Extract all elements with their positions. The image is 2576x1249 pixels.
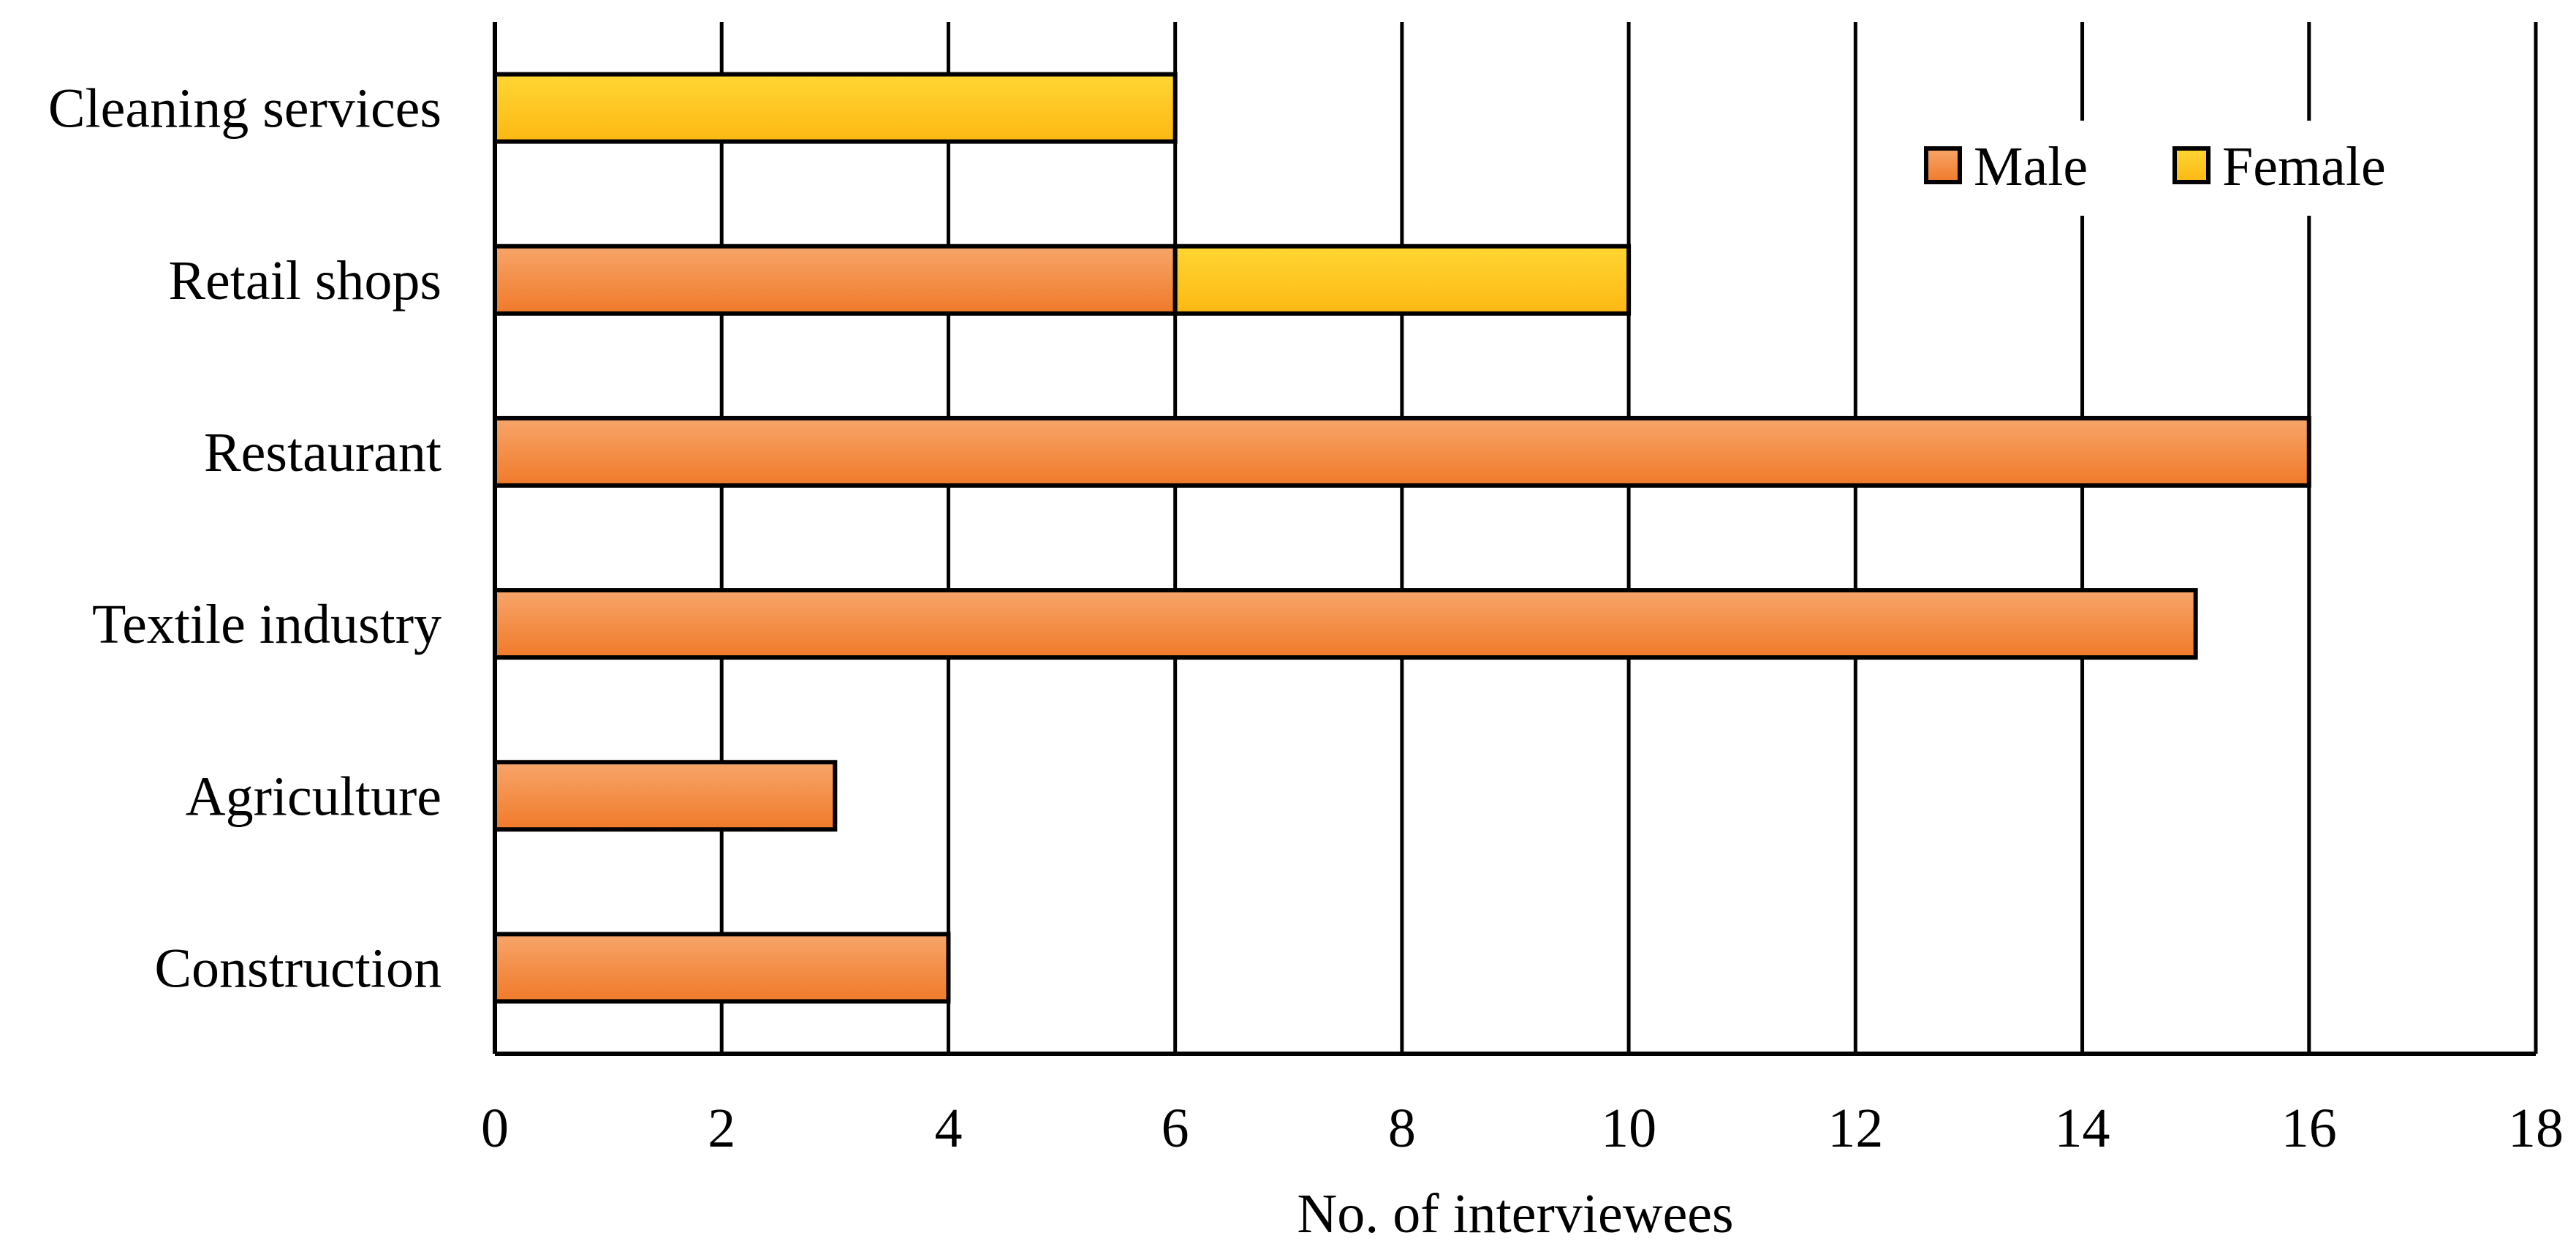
x-tick-label: 4 [934,1098,962,1159]
bars [493,72,2311,1004]
legend-swatch-male [1924,146,1962,184]
x-tick-label: 2 [708,1098,735,1159]
x-tick-label: 18 [2508,1098,2564,1159]
bar-female-retail-shops [1173,244,1632,316]
category-label: Agriculture [186,766,442,827]
legend: Male Female [1901,121,2412,216]
bar-male-agriculture [493,760,838,832]
category-label: Textile industry [92,594,442,655]
labels: Cleaning services Retail shops Restaurant T… [48,78,2564,1245]
category-label: Cleaning services [48,78,442,140]
x-tick-label: 16 [2281,1098,2337,1159]
legend-label-male: Male [1974,136,2088,197]
x-tick-label: 14 [2055,1098,2110,1159]
bar-female-cleaning-services [493,72,1178,144]
bar-male-retail-shops [493,244,1178,316]
category-label: Retail shops [168,250,442,312]
category-label: Restaurant [204,422,442,483]
bar-male-construction [493,932,951,1004]
legend-background [1901,121,2412,216]
x-tick-label: 6 [1162,1098,1189,1159]
axes [493,22,2536,1056]
x-axis-title: No. of interviewees [1297,1183,1733,1245]
x-tick-label: 12 [1827,1098,1883,1159]
legend-swatch-female [2172,146,2211,184]
bar-male-textile-industry [493,588,2198,660]
x-tick-label: 8 [1388,1098,1416,1159]
legend-label-female: Female [2222,136,2386,197]
x-tick-label: 10 [1601,1098,1656,1159]
bar-male-restaurant [493,415,2311,488]
x-tick-label: 0 [481,1098,509,1159]
category-label: Construction [154,937,442,999]
